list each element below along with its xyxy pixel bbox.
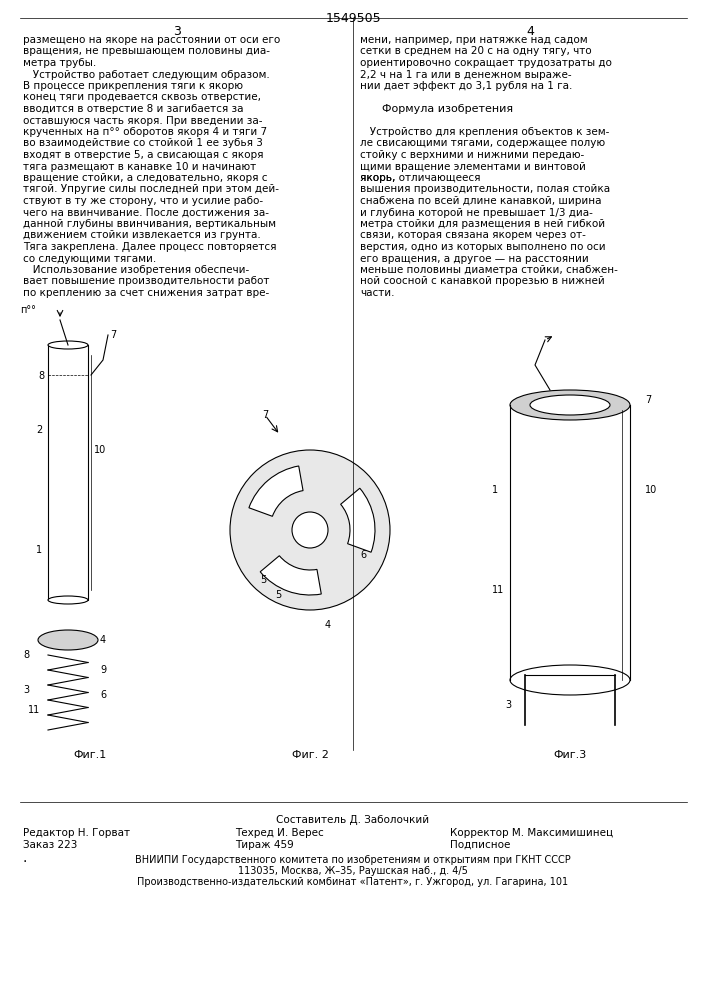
Text: 3: 3 [505,700,511,710]
Text: 113035, Москва, Ж–35, Раушская наб., д. 4/5: 113035, Москва, Ж–35, Раушская наб., д. … [238,866,468,876]
Text: вает повышение производительности работ: вает повышение производительности работ [23,276,269,286]
Ellipse shape [48,596,88,604]
Text: 5: 5 [275,590,281,600]
Text: 10: 10 [94,445,106,455]
Text: 4: 4 [100,635,106,645]
Ellipse shape [530,395,610,415]
Text: вышения производительности, полая стойка: вышения производительности, полая стойка [360,184,610,194]
Text: 4: 4 [526,25,534,38]
Text: 11: 11 [28,705,40,715]
Text: Техред И. Верес: Техред И. Верес [235,828,324,838]
Text: 6: 6 [360,550,366,560]
Text: его вращения, а другое — на расстоянии: его вращения, а другое — на расстоянии [360,253,589,263]
Text: ной сооcной с канавкой прорезью в нижней: ной сооcной с канавкой прорезью в нижней [360,276,604,286]
Text: п°°: п°° [20,305,36,315]
Text: 6: 6 [100,690,106,700]
Circle shape [230,450,390,610]
Text: 1549505: 1549505 [325,12,381,25]
Text: Устройство для крепления объектов к зем-: Устройство для крепления объектов к зем- [360,127,609,137]
Text: крученных на п°° оборотов якоря 4 и тяги 7: крученных на п°° оборотов якоря 4 и тяги… [23,127,267,137]
Text: части.: части. [360,288,395,298]
Text: Редактор Н. Горват: Редактор Н. Горват [23,828,130,838]
Text: размещено на якоре на расстоянии от оси его: размещено на якоре на расстоянии от оси … [23,35,280,45]
Text: 7: 7 [262,410,268,420]
Text: Производственно-издательский комбинат «Патент», г. Ужгород, ул. Гагарина, 101: Производственно-издательский комбинат «П… [137,877,568,887]
Text: вращение стойки, а следовательно, якоря с: вращение стойки, а следовательно, якоря … [23,173,267,183]
Text: стойку с верхними и нижними передаю-: стойку с верхними и нижними передаю- [360,150,584,160]
Text: по креплению за счет снижения затрат вре-: по креплению за счет снижения затрат вре… [23,288,269,298]
Text: верстия, одно из которых выполнено по оси: верстия, одно из которых выполнено по ос… [360,242,606,252]
Text: 3: 3 [23,685,29,695]
Text: 8: 8 [23,650,29,660]
Text: во взаимодействие со стойкой 1 ее зубья 3: во взаимодействие со стойкой 1 ее зубья … [23,138,263,148]
Text: вводится в отверстие 8 и загибается за: вводится в отверстие 8 и загибается за [23,104,243,114]
Text: чего на ввинчивание. После достижения за-: чего на ввинчивание. После достижения за… [23,208,269,218]
Text: данной глубины ввинчивания, вертикальным: данной глубины ввинчивания, вертикальным [23,219,276,229]
Text: тягой. Упругие силы последней при этом дей-: тягой. Упругие силы последней при этом д… [23,184,279,194]
Text: Корректор М. Максимишинец: Корректор М. Максимишинец [450,828,613,838]
Text: 9: 9 [100,665,106,675]
Text: ствуют в ту же сторону, что и усилие рабо-: ствуют в ту же сторону, что и усилие раб… [23,196,263,206]
Text: Тираж 459: Тираж 459 [235,840,293,850]
Text: 2: 2 [36,425,42,435]
Text: входят в отверстие 5, а свисающая с якоря: входят в отверстие 5, а свисающая с якор… [23,150,264,160]
Text: связи, которая связана якорем через от-: связи, которая связана якорем через от- [360,231,586,240]
Text: сетки в среднем на 20 с на одну тягу, что: сетки в среднем на 20 с на одну тягу, чт… [360,46,592,56]
Text: Формула изобретения: Формула изобретения [382,104,513,114]
Ellipse shape [48,341,88,349]
Text: метра трубы.: метра трубы. [23,58,96,68]
Text: 5: 5 [260,575,267,585]
Text: нии дает эффект до 3,1 рубля на 1 га.: нии дает эффект до 3,1 рубля на 1 га. [360,81,573,91]
Text: конец тяги продевается сквозь отверстие,: конец тяги продевается сквозь отверстие, [23,93,261,103]
Text: В процессе прикрепления тяги к якорю: В процессе прикрепления тяги к якорю [23,81,243,91]
Text: 7: 7 [110,330,116,340]
Text: движением стойки извлекается из грунта.: движением стойки извлекается из грунта. [23,231,261,240]
Text: ле свисающими тягами, содержащее полую: ле свисающими тягами, содержащее полую [360,138,605,148]
Text: Тяга закреплена. Далее процесс повторяется: Тяга закреплена. Далее процесс повторяет… [23,242,276,252]
Text: 11: 11 [492,585,504,595]
Text: ориентировочно сокращает трудозатраты до: ориентировочно сокращает трудозатраты до [360,58,612,68]
Text: якорь, отличающееся: якорь, отличающееся [360,173,481,183]
Text: 1: 1 [36,545,42,555]
Text: якорь,: якорь, [360,173,399,183]
Text: вращения, не превышающем половины диа-: вращения, не превышающем половины диа- [23,46,270,56]
Wedge shape [249,466,303,516]
Ellipse shape [510,390,630,420]
Text: метра стойки для размещения в ней гибкой: метра стойки для размещения в ней гибкой [360,219,605,229]
Text: Фиг.1: Фиг.1 [74,750,107,760]
Text: Фиг. 2: Фиг. 2 [291,750,329,760]
Text: тяга размещают в канавке 10 и начинают: тяга размещают в канавке 10 и начинают [23,161,256,172]
Text: 7: 7 [645,395,651,405]
Text: и глубина которой не превышает 1/3 диа-: и глубина которой не превышает 1/3 диа- [360,208,593,218]
Text: ВНИИПИ Государственного комитета по изобретениям и открытиям при ГКНТ СССР: ВНИИПИ Государственного комитета по изоб… [135,855,571,865]
Text: оставшуюся часть якоря. При введении за-: оставшуюся часть якоря. При введении за- [23,115,262,125]
Text: щими вращение элементами и винтовой: щими вращение элементами и винтовой [360,161,586,172]
Text: 10: 10 [645,485,658,495]
Ellipse shape [510,665,630,695]
Text: мени, например, при натяжке над садом: мени, например, при натяжке над садом [360,35,588,45]
Text: со следующими тягами.: со следующими тягами. [23,253,156,263]
Bar [48,345,88,600]
Text: меньше половины диаметра стойки, снабжен-: меньше половины диаметра стойки, снабжен… [360,265,618,275]
Text: Заказ 223: Заказ 223 [23,840,77,850]
Text: Использование изобретения обеспечи-: Использование изобретения обеспечи- [23,265,250,275]
Text: 4: 4 [325,620,331,630]
Text: Устройство работает следующим образом.: Устройство работает следующим образом. [23,70,270,80]
Text: Подписное: Подписное [450,840,510,850]
Wedge shape [341,488,375,552]
Text: Фиг.3: Фиг.3 [554,750,587,760]
Text: 2,2 ч на 1 га или в денежном выраже-: 2,2 ч на 1 га или в денежном выраже- [360,70,572,80]
Text: Составитель Д. Заболочкий: Составитель Д. Заболочкий [276,815,430,825]
Text: 8: 8 [38,371,44,381]
Ellipse shape [38,630,98,650]
Text: 3: 3 [173,25,181,38]
Text: снабжена по всей длине канавкой, ширина: снабжена по всей длине канавкой, ширина [360,196,602,206]
Circle shape [292,512,328,548]
Wedge shape [260,556,321,595]
Text: ·: · [23,855,28,869]
Text: 1: 1 [492,485,498,495]
